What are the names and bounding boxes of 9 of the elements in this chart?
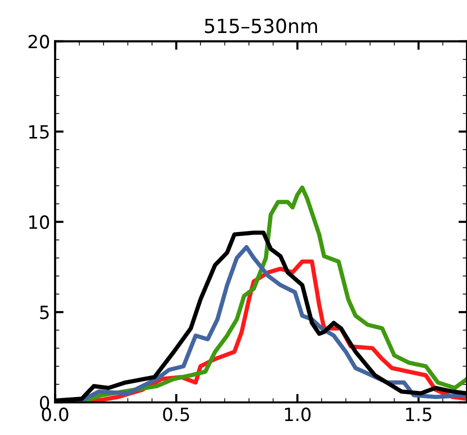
y-tick-label: 5 [40, 306, 49, 320]
chart-title: 515–530nm [204, 18, 318, 34]
y-tick-label: 15 [29, 125, 49, 139]
x-tick-label: 0.5 [163, 408, 190, 422]
y-tick-label: 20 [28, 34, 50, 48]
x-tick-label: 1.0 [285, 408, 311, 422]
x-tick-label: 0.0 [42, 408, 68, 422]
x-tick-label: 1.5 [406, 408, 432, 422]
y-tick-label: 10 [29, 215, 50, 229]
